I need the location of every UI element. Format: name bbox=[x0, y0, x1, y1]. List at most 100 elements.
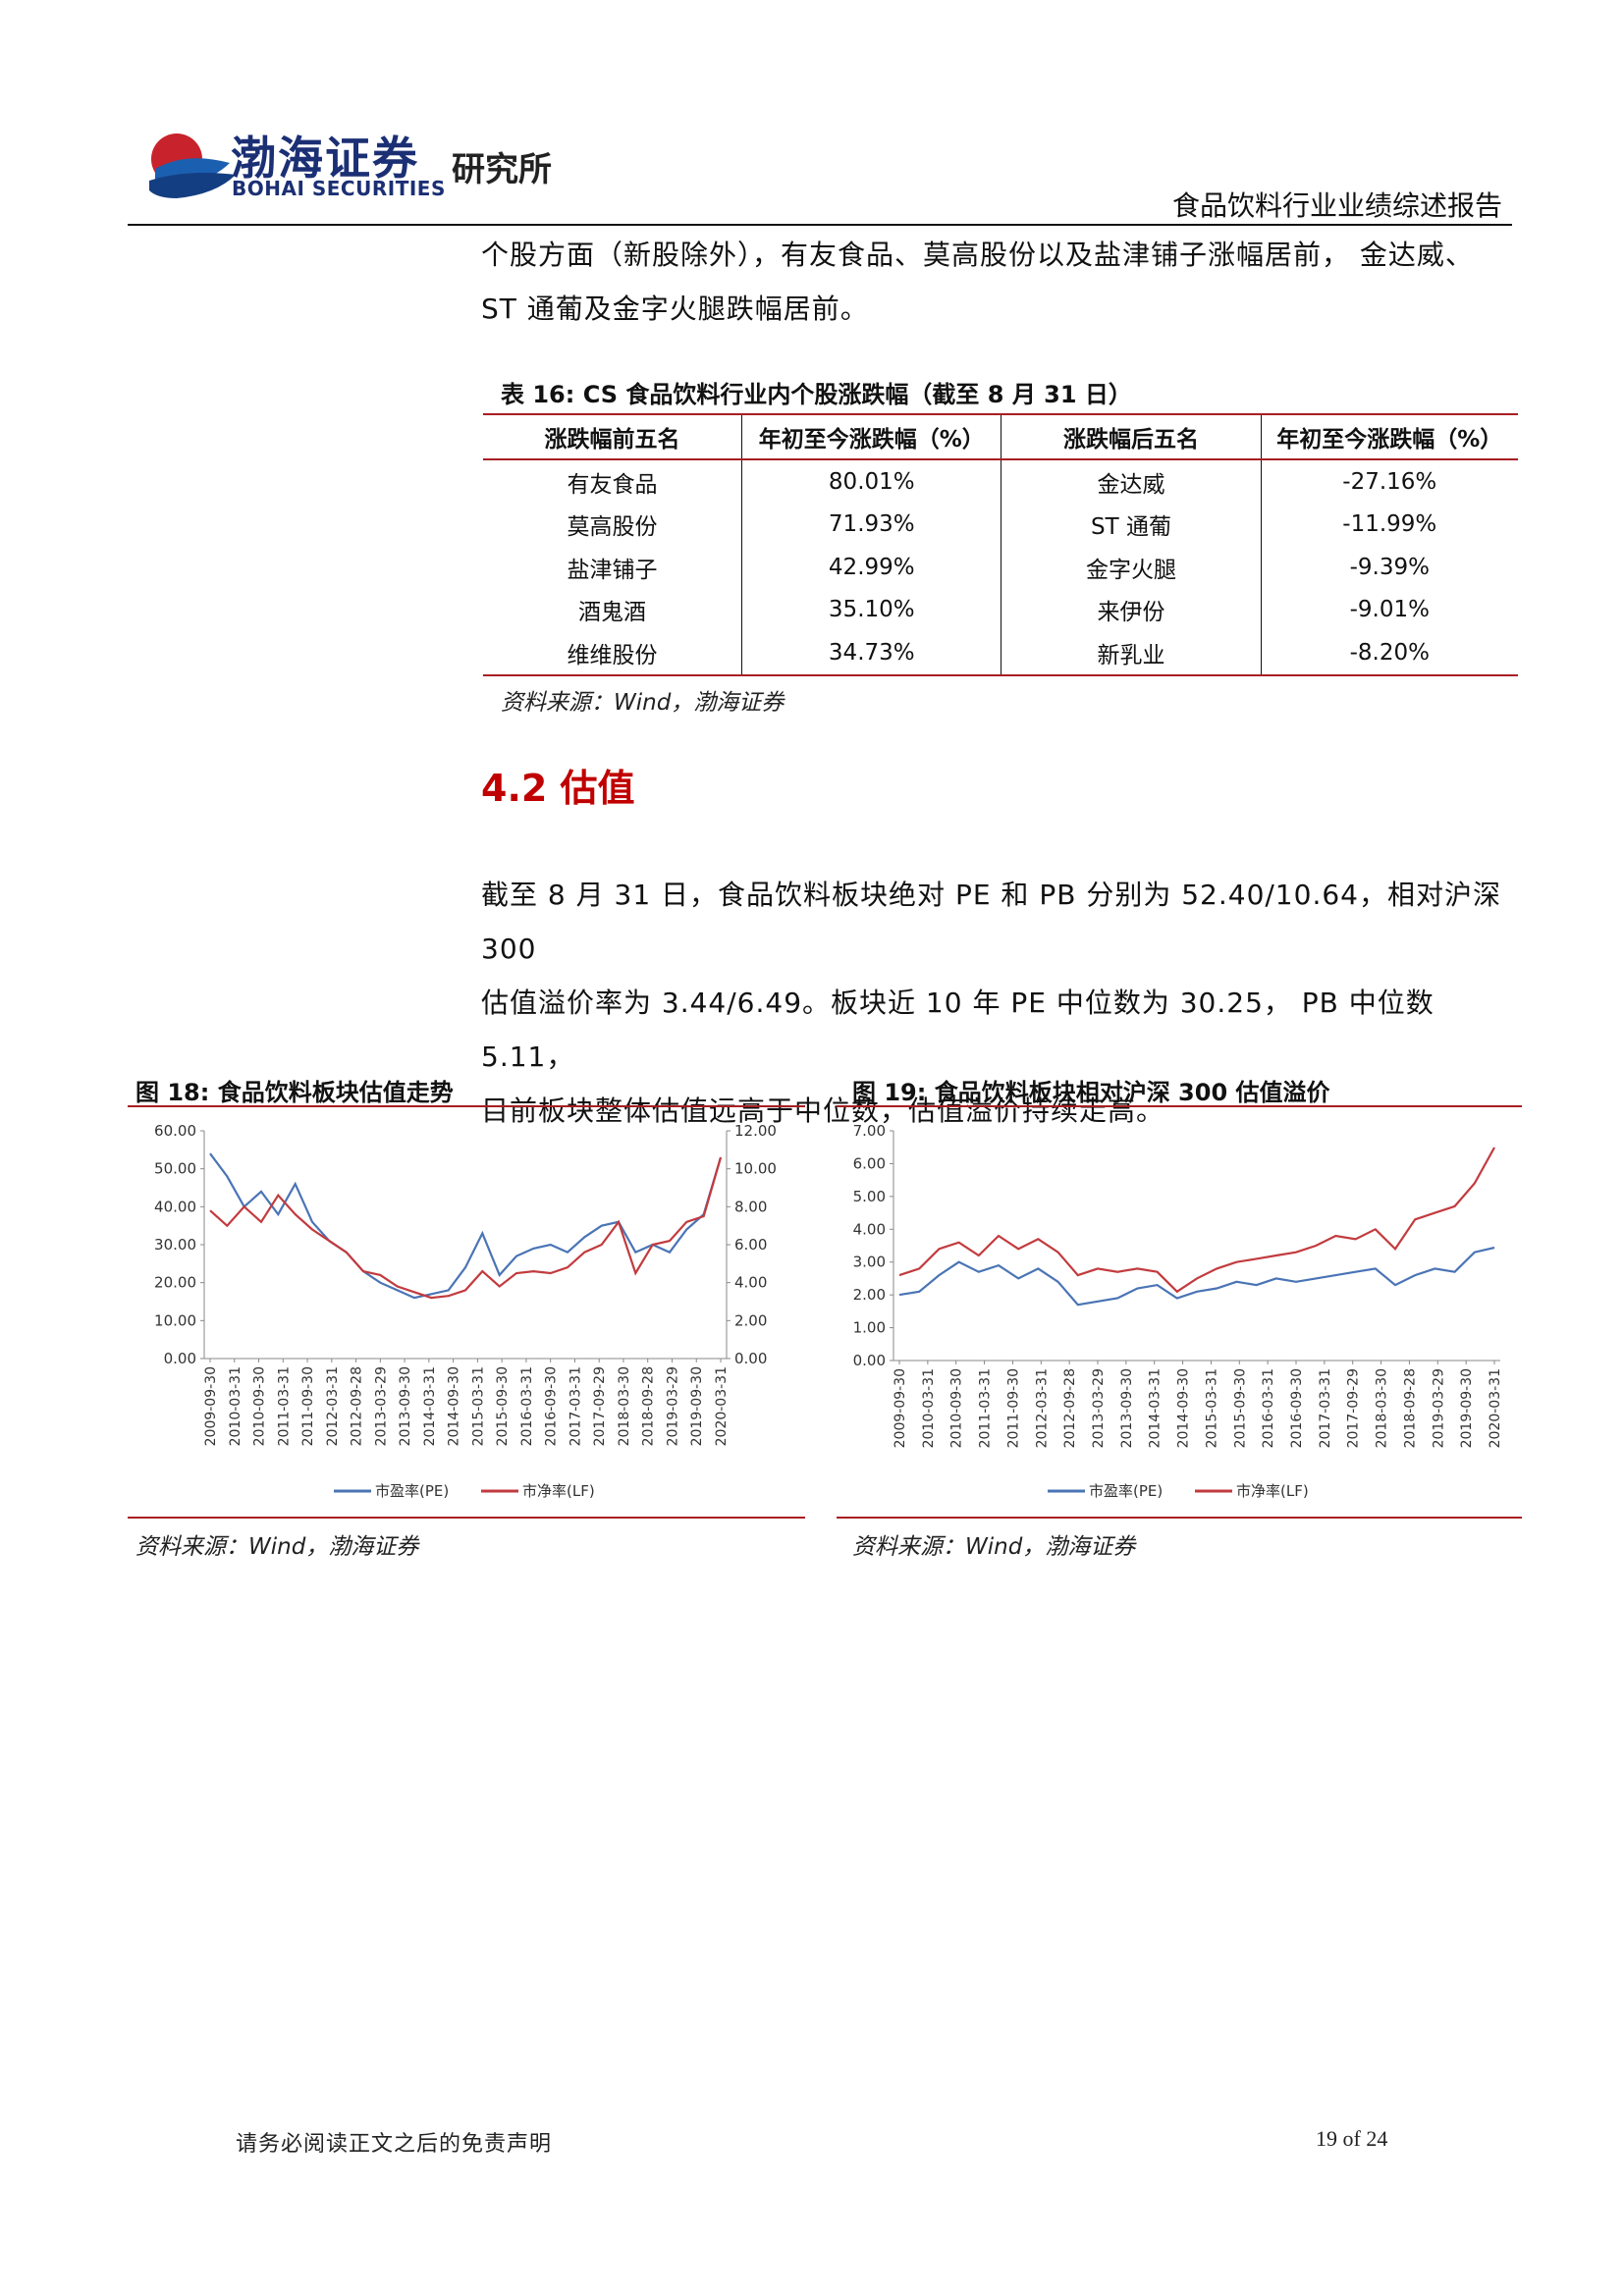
figure-18-bottom-rule bbox=[128, 1517, 805, 1519]
y-tick-label: 6.00 bbox=[853, 1154, 886, 1172]
x-tick-label: 2010-09-30 bbox=[252, 1366, 268, 1446]
x-tick-label: 2019-09-30 bbox=[1459, 1368, 1475, 1448]
table-cell: 新乳业 bbox=[1001, 631, 1262, 676]
table-cell: 金字火腿 bbox=[1001, 546, 1262, 589]
x-tick-label: 2014-03-31 bbox=[422, 1366, 438, 1446]
table-cell: 金达威 bbox=[1001, 459, 1262, 504]
x-tick-label: 2016-03-31 bbox=[1261, 1368, 1276, 1448]
x-tick-label: 2016-09-30 bbox=[544, 1366, 560, 1446]
y-tick-label: 2.00 bbox=[853, 1286, 886, 1304]
relative-premium-chart: 7.00 6.00 5.00 4.00 3.00 2.00 1.00 0.00 2009-09-… bbox=[853, 1122, 1503, 1500]
stock-change-table: 涨跌幅前五名 年初至今涨跌幅（%） 涨跌幅后五名 年初至今涨跌幅（%） 有友食品… bbox=[483, 413, 1518, 676]
x-tick-label: 2014-09-30 bbox=[447, 1366, 462, 1446]
x-tick-label: 2010-03-31 bbox=[921, 1368, 937, 1448]
logo-chinese-text: 渤海证券 bbox=[231, 132, 419, 185]
x-tick-label: 2016-09-30 bbox=[1289, 1368, 1305, 1448]
x-tick-label: 2012-09-28 bbox=[1062, 1368, 1078, 1448]
y-tick-label: 5.00 bbox=[853, 1188, 886, 1205]
y-right-tick-label: 4.00 bbox=[734, 1274, 767, 1292]
legend-label: 市净率(LF) bbox=[522, 1482, 595, 1500]
y-right-tick-label: 8.00 bbox=[734, 1198, 767, 1215]
x-tick-label: 2020-03-31 bbox=[714, 1366, 730, 1446]
figure-18-top-rule bbox=[128, 1105, 805, 1107]
y-right-tick-label: 0.00 bbox=[734, 1350, 767, 1367]
y-tick-label: 4.00 bbox=[853, 1220, 886, 1238]
x-tick-label: 2010-03-31 bbox=[228, 1366, 244, 1446]
x-tick-label: 2015-03-31 bbox=[1204, 1368, 1219, 1448]
x-tick-label: 2013-09-30 bbox=[398, 1366, 413, 1446]
y-tick-label: 0.00 bbox=[853, 1352, 886, 1369]
x-tick-label: 2012-03-31 bbox=[1034, 1368, 1050, 1448]
intro-line: 个股方面（新股除外），有友食品、莫高股份以及盐津铺子涨幅居前， 金达威、 bbox=[481, 239, 1474, 271]
valuation-paragraph: 截至 8 月 31 日，食品饮料板块绝对 PE 和 PB 分别为 52.40/1… bbox=[481, 868, 1522, 1138]
x-tick-label: 2019-03-29 bbox=[665, 1366, 680, 1446]
x-tick-label: 2013-09-30 bbox=[1119, 1368, 1135, 1448]
page-number: 19 of 24 bbox=[1316, 2126, 1388, 2151]
table-cell: -8.20% bbox=[1261, 631, 1518, 676]
y-tick-label: 7.00 bbox=[853, 1122, 886, 1140]
x-tick-label: 2019-09-30 bbox=[689, 1366, 705, 1446]
y-tick-label: 1.00 bbox=[853, 1319, 886, 1337]
table-cell: 80.01% bbox=[741, 459, 1002, 504]
table-row: 维维股份 34.73% 新乳业 -8.20% bbox=[483, 631, 1518, 676]
y-tick-label: 60.00 bbox=[154, 1122, 196, 1140]
x-tick-label: 2015-03-31 bbox=[470, 1366, 486, 1446]
figure-19-bottom-rule bbox=[837, 1517, 1522, 1519]
figure-19-top-rule bbox=[837, 1105, 1522, 1107]
y-tick-label: 0.00 bbox=[164, 1350, 196, 1367]
valuation-trend-chart: 60.00 50.00 40.00 30.00 20.00 10.00 0.00 12.00 1… bbox=[154, 1122, 777, 1500]
bohai-logo-icon bbox=[149, 133, 236, 198]
table-header-cell: 涨跌幅后五名 bbox=[1001, 413, 1262, 460]
table-cell: 42.99% bbox=[741, 546, 1002, 589]
logo-english-text: BOHAI SECURITIES bbox=[232, 177, 446, 200]
y-tick-label: 40.00 bbox=[154, 1198, 196, 1215]
table-cell: ST 通葡 bbox=[1001, 503, 1262, 546]
y-tick-label: 3.00 bbox=[853, 1254, 886, 1271]
footer-disclaimer: 请务必阅读正文之后的免责声明 bbox=[236, 2132, 553, 2157]
table-header-row: 涨跌幅前五名 年初至今涨跌幅（%） 涨跌幅后五名 年初至今涨跌幅（%） bbox=[483, 413, 1518, 460]
table-row: 盐津铺子 42.99% 金字火腿 -9.39% bbox=[483, 546, 1518, 589]
legend-label: 市盈率(PE) bbox=[375, 1482, 449, 1500]
series-line-pe bbox=[898, 1246, 1495, 1307]
y-tick-label: 50.00 bbox=[154, 1160, 196, 1178]
y-tick-label: 10.00 bbox=[154, 1311, 196, 1329]
x-tick-label: 2018-03-30 bbox=[1375, 1368, 1390, 1448]
x-tick-label: 2017-09-29 bbox=[1346, 1368, 1362, 1448]
x-tick-label: 2011-03-31 bbox=[978, 1368, 994, 1448]
legend-label: 市净率(LF) bbox=[1236, 1482, 1309, 1500]
table-cell: 34.73% bbox=[741, 631, 1002, 676]
table-cell: 71.93% bbox=[741, 503, 1002, 546]
valuation-line: 目前板块整体估值远高于中位数，估值溢价持续走高。 bbox=[481, 1095, 1165, 1127]
x-tick-label: 2016-03-31 bbox=[519, 1366, 535, 1446]
figure-18-source: 资料来源：Wind，渤海证券 bbox=[135, 1534, 419, 1560]
x-tick-label: 2019-03-29 bbox=[1431, 1368, 1446, 1448]
section-title: 4.2 估值 bbox=[481, 767, 635, 810]
x-tick-label: 2020-03-31 bbox=[1488, 1368, 1503, 1448]
figure-19-caption: 图 19: 食品饮料板块相对沪深 300 估值溢价 bbox=[852, 1079, 1330, 1106]
report-title: 食品饮料行业业绩综述报告 bbox=[1171, 189, 1502, 222]
legend-label: 市盈率(PE) bbox=[1089, 1482, 1163, 1500]
x-tick-label: 2018-03-30 bbox=[617, 1366, 632, 1446]
table-caption: 表 16: CS 食品饮料行业内个股涨跌幅（截至 8 月 31 日） bbox=[501, 381, 1132, 408]
series-line-pe bbox=[209, 1152, 723, 1300]
series-line-pb bbox=[898, 1147, 1495, 1294]
x-tick-label: 2015-09-30 bbox=[495, 1366, 511, 1446]
table-row: 酒鬼酒 35.10% 来伊份 -9.01% bbox=[483, 588, 1518, 631]
y-tick-label: 30.00 bbox=[154, 1236, 196, 1254]
y-right-tick-label: 6.00 bbox=[734, 1236, 767, 1254]
table-cell: 盐津铺子 bbox=[483, 546, 743, 589]
x-tick-label: 2017-03-31 bbox=[568, 1366, 583, 1446]
table-cell: 维维股份 bbox=[483, 631, 743, 676]
y-right-tick-label: 12.00 bbox=[734, 1122, 777, 1140]
x-tick-label: 2012-09-28 bbox=[350, 1366, 365, 1446]
x-tick-label: 2009-09-30 bbox=[893, 1368, 908, 1448]
x-tick-label: 2017-09-29 bbox=[592, 1366, 608, 1446]
x-tick-label: 2012-03-31 bbox=[325, 1366, 341, 1446]
table-cell: -9.01% bbox=[1349, 597, 1430, 623]
figure-19-source: 资料来源：Wind，渤海证券 bbox=[852, 1534, 1136, 1560]
x-tick-label: 2018-09-28 bbox=[1402, 1368, 1418, 1448]
x-tick-label: 2011-03-31 bbox=[276, 1366, 292, 1446]
table-cell: 35.10% bbox=[741, 588, 1002, 631]
table-cell: 有友食品 bbox=[483, 459, 743, 504]
x-tick-label: 2011-09-30 bbox=[300, 1366, 316, 1446]
